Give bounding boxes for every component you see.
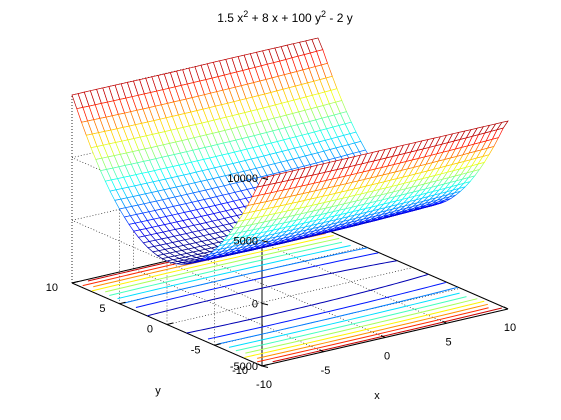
y-tick-label: 5 [99,303,105,315]
contour-line [105,237,340,293]
y-tick-mark [166,322,174,325]
contour-line [245,298,478,354]
z-tick-mark [261,240,269,243]
contour-line [117,244,351,300]
y-tick-mark [71,281,79,284]
x-tick-mark [442,320,447,324]
y-tick-mark [119,301,126,305]
y-tick-label: -5 [191,344,201,356]
z-tick-mark [261,177,269,180]
grid-line-y [166,267,414,325]
contour-line [244,300,485,358]
contour-line [147,260,397,317]
y-tick-label: -10 [232,365,248,377]
title-part-1: 1.5 x [217,11,243,25]
mesh-surface [71,37,509,265]
x-tick-mark [380,335,386,338]
contour-line [186,273,429,334]
y-axis-label: y [155,385,161,397]
z-tick-label: 10000 [227,173,258,185]
x-tick-mark [319,349,324,353]
contour-line [135,252,379,309]
chart-title: 1.5 x2 + 8 x + 100 y2 - 2 y [217,9,352,25]
y-tick-label: 0 [147,324,153,336]
y-tick-mark [261,364,269,367]
contour-line [109,241,343,296]
x-tick-label: -5 [321,365,331,377]
x-tick-mark [503,306,509,310]
x-axis-label: x [374,390,380,402]
title-superscript-2: 2 [321,9,326,19]
contour-line [217,286,459,345]
z-tick-label: 0 [252,298,258,310]
z-tick-mark [261,302,269,306]
x-tick-label: 10 [504,322,516,334]
mesh-cell [496,120,509,131]
contour-layer [82,227,502,363]
title-part-2: + 8 x + 100 y [248,11,321,25]
x-tick-label: -10 [256,379,272,391]
title-superscript-1: 2 [243,9,248,19]
y-tick-mark [214,343,221,346]
contour-line [207,281,447,340]
contour-line [257,303,488,359]
contour-line [91,234,334,292]
title-part-3: - 2 y [326,11,353,25]
x-tick-label: 0 [384,351,390,363]
z-tick-label: 5000 [234,236,258,248]
contour-line [123,247,368,304]
z-tick-label: -5000 [230,361,258,373]
tick-labels: -5000 0 5000 10000 -10 -5 0 5 10 -10 -5 0 5 10 [46,173,516,391]
floor-edge [317,225,509,310]
x-tick-mark [257,363,263,367]
contour-line [235,296,467,352]
contour-line [272,307,502,363]
contour-line [257,307,489,363]
y-tick-label: 10 [46,282,58,294]
contour-line [228,292,460,348]
x-tick-label: 5 [445,336,451,348]
